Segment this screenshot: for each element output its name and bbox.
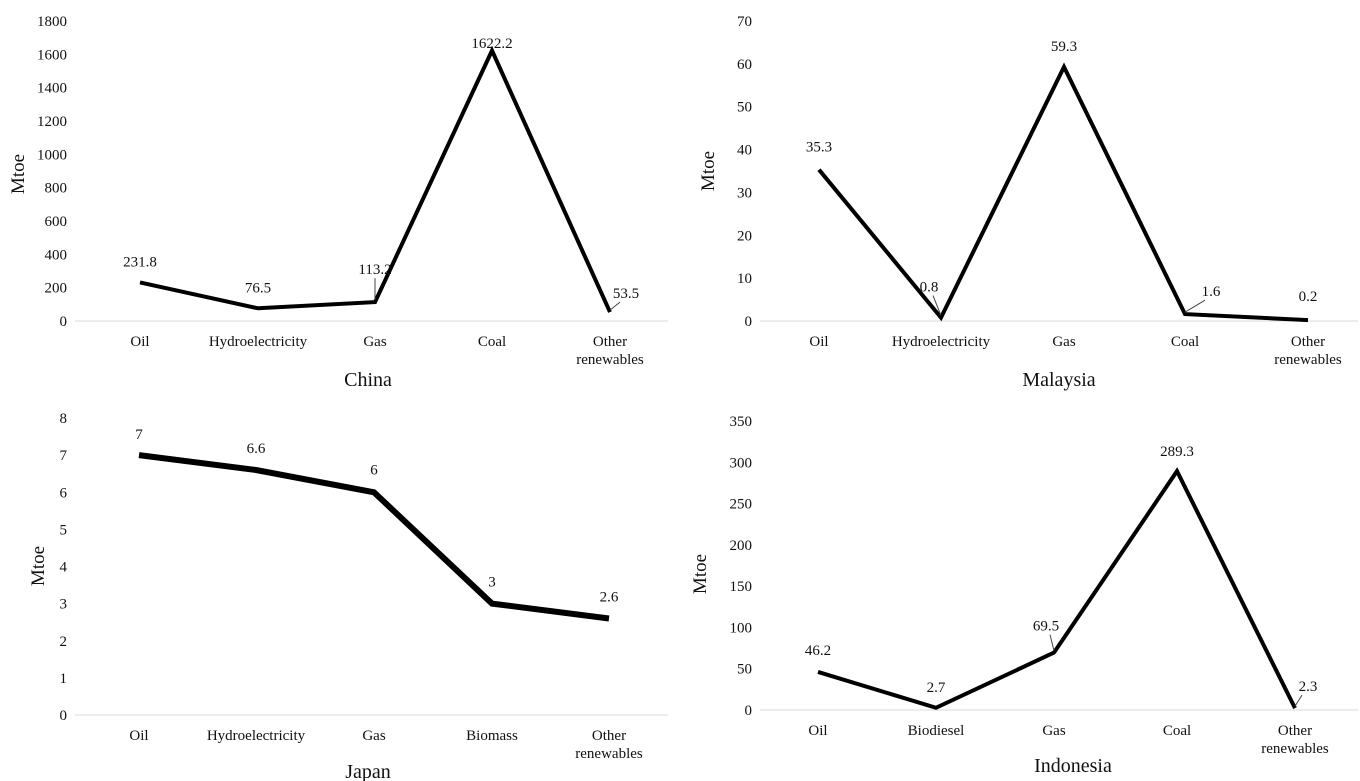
y-tick-label: 1000 (37, 147, 67, 163)
y-tick-label: 0 (745, 703, 753, 719)
chart-japan: 0 1 2 3 4 5 6 7 8 Oil Hydroelectricity Gas Biomass Ot… (28, 411, 668, 781)
data-label: 3 (488, 575, 496, 591)
y-tick-label: 6 (60, 485, 68, 501)
x-category-label: Coal (478, 334, 506, 350)
x-category-label: Other renewables (1261, 723, 1329, 757)
x-category-label: Oil (808, 723, 827, 739)
y-axis-label: Mtoe (690, 554, 711, 594)
y-tick-label: 40 (737, 143, 752, 159)
x-category-label: Coal (1163, 723, 1191, 739)
y-tick-label: 1800 (37, 14, 67, 30)
x-category-label: Hydroelectricity (892, 334, 991, 350)
y-tick-label: 3 (60, 597, 68, 613)
data-label: 35.3 (806, 140, 832, 156)
y-tick-label: 350 (730, 414, 753, 430)
y-tick-label: 0 (745, 314, 753, 330)
data-label: 113.2 (358, 262, 391, 278)
label-leader-line (609, 301, 621, 311)
data-label: 69.5 (1033, 619, 1059, 635)
data-label: 2.6 (600, 589, 619, 605)
y-axis-label: Mtoe (28, 546, 49, 586)
label-leader-line (1049, 634, 1055, 651)
y-tick-label: 1600 (37, 47, 67, 63)
data-label: 231.8 (123, 254, 157, 270)
y-tick-label: 200 (730, 538, 753, 554)
x-category-label: Coal (1171, 334, 1199, 350)
x-category-label: Oil (809, 334, 828, 350)
label-leader-line (932, 295, 942, 316)
y-tick-label: 0 (60, 708, 68, 724)
data-label: 46.2 (805, 643, 831, 659)
chart-title: Malaysia (1022, 369, 1095, 391)
chart-china: 0 200 400 600 800 1000 1200 1400 1600 1800 Oil Hydr… (8, 14, 668, 391)
y-tick-label: 50 (737, 662, 752, 678)
y-tick-label: 300 (730, 455, 753, 471)
y-axis-label: Mtoe (698, 151, 719, 191)
chart-malaysia: 0 10 20 30 40 50 60 70 Oil Hydroelectricity Gas Coa… (698, 14, 1358, 391)
data-label: 6.6 (247, 441, 266, 457)
data-label: 1.6 (1202, 284, 1221, 300)
y-tick-label: 20 (737, 228, 752, 244)
data-label: 7 (135, 427, 143, 443)
series-line (817, 467, 1297, 710)
y-tick-label: 8 (60, 411, 68, 427)
x-category-label: Gas (363, 334, 386, 350)
y-tick-label: 1 (60, 671, 68, 687)
x-category-label: Gas (1052, 334, 1075, 350)
x-category-label: Biomass (466, 728, 518, 744)
x-category-label: Gas (1042, 723, 1065, 739)
x-category-label: Oil (130, 334, 149, 350)
data-label: 6 (370, 462, 378, 478)
label-leader-line (1184, 299, 1206, 313)
y-tick-label: 1200 (37, 114, 67, 130)
data-label: 53.5 (613, 286, 639, 302)
x-category-label: Oil (129, 728, 148, 744)
x-category-label: Other renewables (1274, 334, 1342, 368)
x-category-label: Hydroelectricity (209, 334, 308, 350)
y-tick-label: 7 (60, 448, 68, 464)
y-tick-label: 10 (737, 271, 752, 287)
x-category-label: Gas (362, 728, 385, 744)
y-tick-label: 800 (45, 181, 68, 197)
y-axis-label: Mtoe (8, 154, 29, 194)
x-category-label: Biodiesel (908, 723, 965, 739)
y-tick-label: 200 (45, 281, 68, 297)
y-tick-label: 30 (737, 185, 752, 201)
data-label: 0.2 (1299, 289, 1318, 305)
y-tick-label: 100 (730, 620, 753, 636)
series-line (817, 62, 1309, 323)
data-label: 289.3 (1160, 444, 1194, 460)
y-tick-label: 250 (730, 497, 753, 513)
y-tick-label: 400 (45, 247, 68, 263)
data-label: 2.7 (927, 680, 946, 696)
y-tick-label: 50 (737, 100, 752, 116)
series-line (138, 452, 610, 622)
y-tick-label: 60 (737, 57, 752, 73)
y-tick-label: 2 (60, 634, 68, 650)
x-category-label: Other renewables (576, 334, 644, 368)
y-tick-label: 5 (60, 522, 68, 538)
x-category-label: Other renewables (575, 728, 643, 762)
data-label: 76.5 (245, 280, 271, 296)
chart-title: Japan (345, 761, 391, 781)
chart-title: China (344, 369, 392, 391)
y-tick-label: 4 (60, 560, 68, 576)
y-tick-label: 0 (60, 314, 68, 330)
chart-indonesia: 0 50 100 150 200 250 300 350 Oil Biodiesel Gas Coal… (690, 414, 1358, 777)
chart-title: Indonesia (1034, 755, 1112, 777)
y-tick-label: 70 (737, 14, 752, 30)
y-tick-label: 150 (730, 579, 753, 595)
x-category-label: Hydroelectricity (207, 728, 306, 744)
y-tick-label: 1400 (37, 81, 67, 97)
y-tick-label: 600 (45, 214, 68, 230)
data-label: 59.3 (1051, 39, 1077, 55)
label-leader-line (1294, 694, 1303, 707)
data-label: 1622.2 (471, 36, 512, 52)
data-label: 2.3 (1299, 679, 1318, 695)
data-label: 0.8 (920, 280, 939, 296)
